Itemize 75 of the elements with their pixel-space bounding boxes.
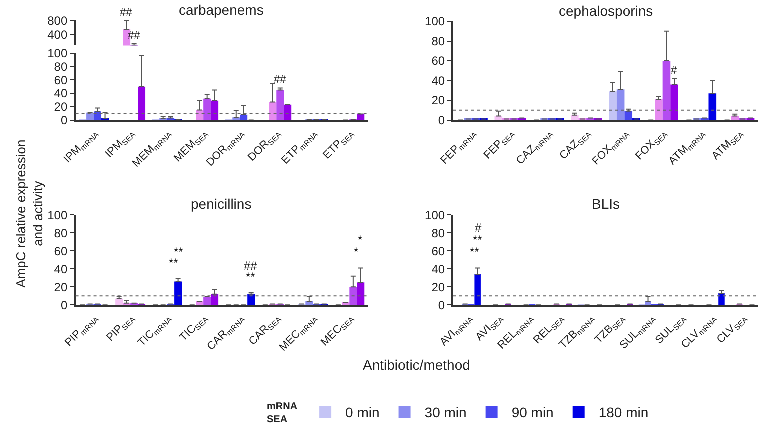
- annotation: **: [470, 245, 480, 259]
- annotation: **: [246, 270, 256, 284]
- y-tick-label: 60: [54, 244, 68, 258]
- bar: [350, 287, 358, 306]
- annotation: ##: [120, 7, 134, 19]
- bar: [204, 297, 212, 306]
- y-tick-label: 400: [48, 28, 68, 42]
- y-tick-label: 80: [54, 226, 68, 240]
- bar: [609, 92, 617, 120]
- y-tick-label: 80: [432, 226, 446, 240]
- legend-label: 90 min: [512, 404, 554, 421]
- y-tick-label: 60: [432, 244, 446, 258]
- y-axis-title: AmpC relative expression and activity: [14, 140, 46, 288]
- annotation: #: [671, 65, 678, 77]
- y-tick-label: 60: [432, 54, 446, 68]
- y-tick-label: 40: [54, 262, 68, 276]
- y-tick-label: 100: [425, 208, 446, 222]
- y-tick-label: 800: [48, 14, 68, 28]
- annotation: *: [354, 245, 359, 259]
- annotation: #: [475, 221, 482, 235]
- annotation: *: [358, 233, 363, 247]
- y-tick-label: 100: [48, 46, 68, 61]
- bar: [655, 100, 663, 120]
- bar: [662, 61, 671, 120]
- chart-title: cephalosporins: [559, 3, 654, 19]
- y-tick-label: 20: [54, 100, 68, 114]
- bar: [211, 100, 219, 120]
- bar: [718, 293, 725, 306]
- bar: [624, 111, 633, 120]
- annotation: ##: [244, 259, 258, 273]
- bar: [670, 84, 678, 120]
- bar: [211, 294, 219, 306]
- y-tick-label: 60: [54, 73, 68, 88]
- y-tick-label: 80: [432, 34, 446, 48]
- y-tick-label: 100: [48, 208, 68, 222]
- bar: [269, 102, 277, 120]
- legend-label: 30 min: [424, 404, 467, 421]
- bar: [708, 94, 717, 120]
- x-axis-title: Antibiotic/method: [363, 357, 470, 373]
- bar: [616, 90, 625, 120]
- bar: [645, 302, 652, 306]
- annotation: ##: [274, 74, 288, 86]
- y-tick-label: 0: [60, 298, 68, 312]
- bar: [474, 274, 481, 306]
- y-tick-label: 0: [438, 298, 446, 312]
- bar: [276, 90, 284, 120]
- y-tick-label: 0: [438, 113, 446, 128]
- y-tick-label: 20: [432, 280, 446, 294]
- bar: [116, 298, 124, 306]
- y-tick-label: 0: [60, 113, 68, 128]
- bar: [174, 282, 182, 306]
- y-tick-label: 100: [425, 14, 446, 29]
- y-tick-label: 20: [432, 94, 446, 108]
- y-tick-label: 80: [54, 60, 68, 74]
- chart-title: penicillins: [191, 196, 252, 212]
- bar: [204, 98, 212, 120]
- bar: [248, 294, 256, 306]
- bar: [138, 86, 146, 120]
- annotation: **: [473, 233, 483, 247]
- annotation: **: [169, 256, 179, 270]
- bar: [196, 110, 204, 120]
- bar: [284, 104, 292, 120]
- y-tick-label: 40: [54, 86, 68, 101]
- bar: [357, 282, 365, 306]
- y-tick-label: 40: [432, 74, 446, 88]
- annotation: ##: [128, 30, 142, 42]
- bar: [357, 114, 365, 120]
- annotation: **: [174, 245, 184, 259]
- y-tick-label: 40: [432, 262, 446, 276]
- legend-title: mRNA SEA: [266, 402, 298, 426]
- chart-title: BLIs: [592, 196, 620, 212]
- legend-label: 180 min: [598, 404, 649, 421]
- y-tick-label: 20: [54, 280, 68, 294]
- legend-label: 0 min: [346, 404, 380, 421]
- chart-title: carbapenems: [179, 2, 264, 18]
